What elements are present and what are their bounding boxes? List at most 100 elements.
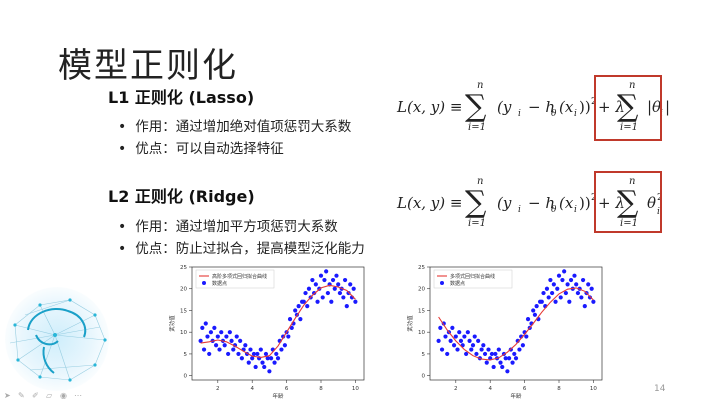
data-point [493, 351, 498, 357]
data-point [239, 356, 244, 361]
data-point [450, 325, 455, 330]
formula-sub-i: i [518, 205, 521, 215]
ink-icon[interactable]: ◉ [60, 391, 67, 400]
x-tick-label: 10 [590, 386, 597, 392]
y-tick-label: 20 [418, 287, 425, 293]
data-point [455, 347, 460, 352]
data-point [201, 347, 207, 352]
data-point [558, 295, 563, 300]
data-point [448, 338, 453, 343]
legend-entry: 多项式回归拟合曲线 [450, 273, 495, 280]
reg-term: |θ [647, 98, 661, 116]
more-icon[interactable]: ⋯ [74, 391, 82, 400]
data-point [274, 351, 279, 357]
highlighter-icon[interactable]: ✐ [32, 391, 39, 400]
data-point [476, 338, 481, 343]
data-point [236, 351, 241, 357]
l1-bullet-list: 作用：通过增加绝对值项惩罚大系数 优点：可以自动选择特征 [118, 116, 351, 160]
brain-network-illustration [5, 287, 109, 391]
formula-sub-i: i [574, 109, 577, 119]
data-point [344, 304, 349, 309]
sum-bottom: i=1 [620, 218, 638, 229]
y-tick-label: 20 [180, 287, 187, 293]
x-tick-label: 8 [557, 386, 561, 392]
reg-term: θ [647, 194, 656, 212]
data-point [322, 277, 327, 283]
data-point [219, 330, 224, 335]
data-point [563, 290, 568, 296]
data-point [568, 277, 574, 283]
legend-entry: 数据点 [212, 280, 227, 287]
data-point [472, 334, 477, 339]
data-point [567, 299, 572, 304]
fit-curve [438, 287, 594, 361]
data-point [334, 273, 339, 278]
x-tick-label: 4 [250, 386, 254, 392]
data-point [265, 356, 270, 361]
data-point [562, 269, 567, 274]
legend-box [433, 269, 513, 289]
y-tick-label: 0 [184, 374, 188, 380]
formula-close: )) [579, 194, 591, 212]
legend-entry: 数据点 [450, 280, 465, 287]
data-point [520, 343, 525, 348]
data-point [438, 325, 443, 330]
presentation-toolbar: ➤ ✎ ✐ ▱ ◉ ⋯ [4, 392, 82, 400]
data-point [496, 347, 501, 352]
data-point [443, 334, 448, 339]
formula-sub-i: i [518, 109, 521, 119]
data-point [565, 282, 570, 287]
sum-top: n [629, 176, 635, 187]
data-point [505, 369, 510, 374]
data-point [243, 343, 248, 348]
data-point [325, 290, 330, 296]
l1-bullet: 作用：通过增加绝对值项惩罚大系数 [118, 116, 351, 138]
sum-bottom: i=1 [468, 218, 486, 229]
data-point [227, 330, 232, 335]
data-point [267, 369, 272, 374]
data-point [234, 334, 239, 339]
y-tick-label: 0 [422, 374, 426, 380]
data-point [286, 334, 291, 339]
data-point [474, 351, 479, 357]
data-point [453, 334, 458, 339]
data-point [305, 304, 310, 309]
formula-paren-x: (x [559, 194, 574, 212]
data-point [546, 295, 551, 300]
data-point [289, 325, 294, 330]
x-tick-label: 8 [319, 386, 323, 392]
pen-icon[interactable]: ✎ [18, 391, 25, 400]
data-point [498, 360, 503, 365]
data-point [318, 273, 324, 278]
l2-bullet: 作用：通过增加平方项惩罚大系数 [118, 216, 365, 238]
sum-symbol: ∑ [465, 185, 487, 220]
data-point [296, 304, 301, 309]
data-point [556, 273, 562, 278]
formula-lhs: L(x, y) ≡ [396, 194, 462, 212]
sum-bottom: i=1 [468, 122, 486, 133]
data-point [465, 330, 470, 335]
data-point [550, 290, 555, 296]
data-point [467, 338, 472, 343]
data-point [337, 290, 343, 296]
data-point [553, 299, 558, 304]
data-point [579, 295, 584, 300]
data-point [484, 360, 489, 365]
data-point [486, 347, 491, 352]
eraser-icon[interactable]: ▱ [46, 391, 53, 400]
data-point [320, 295, 325, 300]
data-point [207, 351, 212, 357]
legend-entry: 高阶多项式回归拟合曲线 [212, 273, 267, 280]
y-tick-label: 15 [418, 308, 425, 314]
formula-sub-i: i [574, 205, 577, 215]
data-point [253, 364, 258, 370]
cursor-icon[interactable]: ➤ [4, 391, 11, 400]
data-point [298, 317, 303, 322]
data-point [482, 351, 488, 357]
data-point [260, 360, 265, 365]
data-point [313, 282, 318, 287]
data-point [329, 299, 334, 304]
formula-plus-lambda: + λ [598, 98, 625, 116]
data-point [330, 277, 336, 283]
data-point [250, 356, 255, 361]
